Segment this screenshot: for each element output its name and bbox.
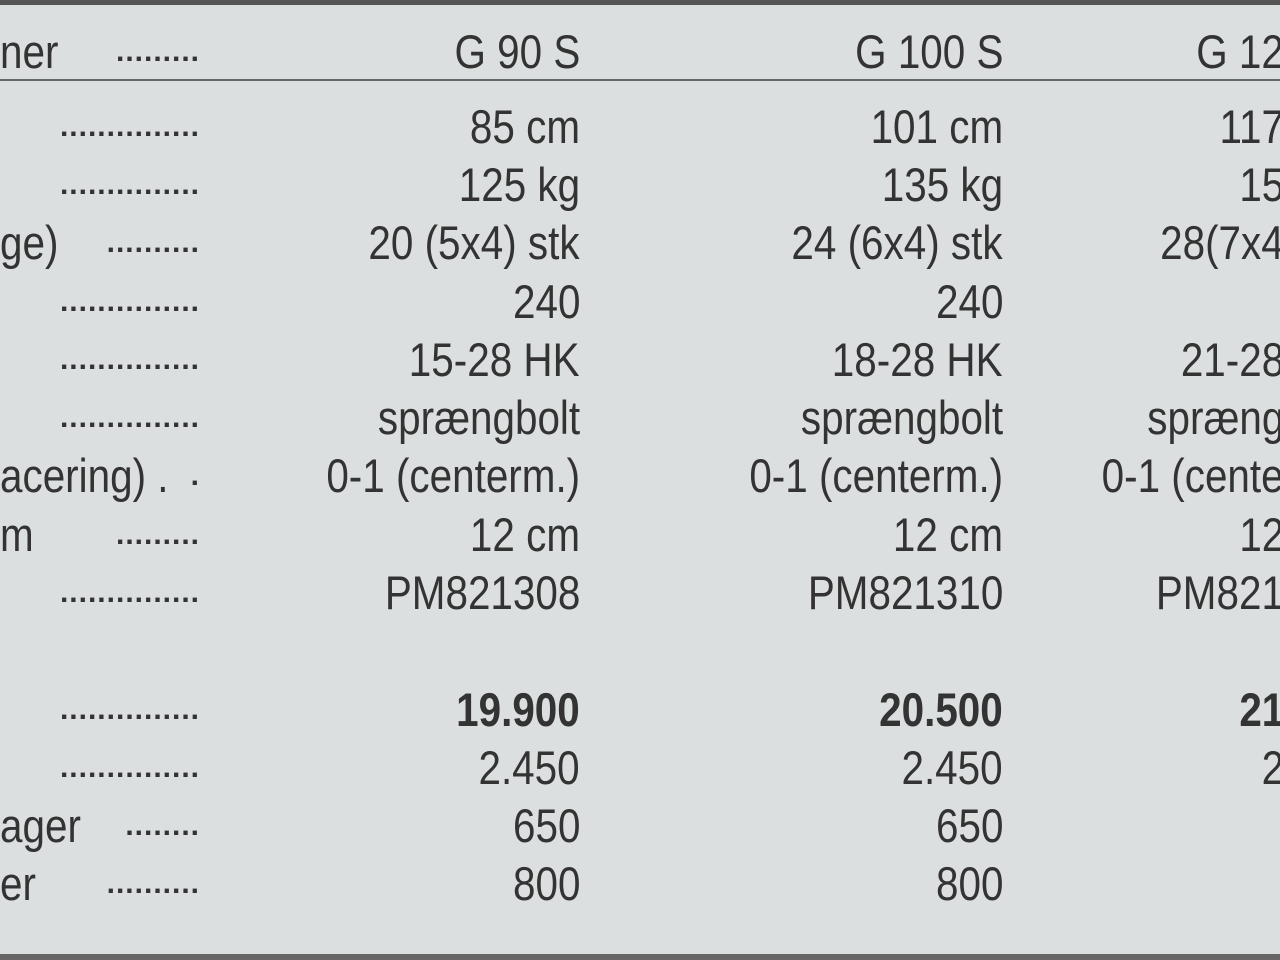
row-value: 20 (5x4) stk — [368, 216, 580, 269]
row-label: ............... — [0, 156, 200, 214]
row-value: spræng — [1146, 391, 1280, 444]
leader-dots: .......... — [106, 867, 200, 900]
row-value: 85 cm — [469, 100, 580, 153]
row-label: ager........ — [0, 797, 200, 855]
row-value: 18-28 HK — [832, 333, 1003, 386]
row-value: 21 — [1239, 683, 1280, 736]
row-label: ............... — [0, 739, 200, 797]
row-value: 2 — [1262, 739, 1280, 797]
table-row: ............... PM821308 PM821310 PM821 — [0, 564, 1280, 622]
leader-dots: ............... — [59, 285, 200, 318]
header-row: ner......... G 90 S G 100 S G 12 — [0, 23, 1280, 81]
row-label: ............... — [0, 331, 200, 389]
top-border — [0, 0, 1280, 5]
row-value: PM821 — [1155, 566, 1280, 619]
row-value: 240 — [935, 275, 1003, 328]
table-row: acering) .. 0-1 (centerm.) 0-1 (centerm.) 0… — [0, 447, 1280, 505]
row-label: ............... — [0, 564, 200, 622]
row-value: 21-28 — [1180, 333, 1280, 386]
leader-dots: ......... — [115, 518, 200, 551]
leader-dots: ............... — [59, 751, 200, 784]
column-header-g12x: G 12 — [1196, 25, 1280, 78]
row-value: 800 — [512, 857, 580, 910]
column-header-g100s: G 100 S — [854, 25, 1003, 78]
table-row: m......... 12 cm 12 cm 12 — [0, 506, 1280, 564]
row-value: 0-1 (centerm.) — [326, 449, 580, 502]
row-value: 12 cm — [469, 508, 580, 561]
row-value: 2.450 — [478, 741, 580, 794]
leader-dots: ............... — [59, 693, 200, 726]
row-label: er.......... — [0, 855, 200, 913]
leader-dots: ............... — [59, 168, 200, 201]
leader-dots: .......... — [106, 226, 200, 259]
table-row: ............... 85 cm 101 cm 117 — [0, 98, 1280, 156]
leader-dots: ............... — [59, 401, 200, 434]
row-label: ............... — [0, 681, 200, 739]
header-divider — [0, 79, 1280, 81]
row-value: 101 cm — [870, 100, 1003, 153]
table-row: ............... 15-28 HK 18-28 HK 21-28 — [0, 331, 1280, 389]
table-row: ............... 2.450 2.450 2 — [0, 739, 1280, 797]
row-value: 125 kg — [458, 158, 580, 211]
row-value: 19.900 — [456, 683, 580, 736]
row-value: 2.450 — [901, 741, 1003, 794]
row-label: acering) .. — [0, 447, 200, 505]
leader-dots: ............... — [59, 110, 200, 143]
row-value: 650 — [512, 799, 580, 852]
table-row: ............... sprængbolt sprængbolt spræn… — [0, 389, 1280, 447]
row-value: 117 — [1219, 100, 1280, 153]
row-value: 135 kg — [881, 158, 1003, 211]
table-row: ............... 19.900 20.500 21 — [0, 681, 1280, 739]
row-value: 15 — [1239, 158, 1280, 211]
row-value: 12 — [1239, 508, 1280, 561]
row-label: m......... — [0, 506, 200, 564]
row-value: 28(7x4 — [1160, 216, 1280, 269]
row-value: 0-1 (cente — [1102, 449, 1280, 502]
row-label: ............... — [0, 389, 200, 447]
table-row: ager........ 650 650 — [0, 797, 1280, 855]
table-row: ge).......... 20 (5x4) stk 24 (6x4) stk 28(… — [0, 214, 1280, 272]
leader-dots: ........ — [125, 809, 200, 842]
row-label: ............... — [0, 273, 200, 331]
row-value: 24 (6x4) stk — [791, 216, 1003, 269]
row-value: 800 — [935, 857, 1003, 910]
leader-dots: ............... — [59, 343, 200, 376]
row-value: 0-1 (centerm.) — [749, 449, 1003, 502]
row-value: PM821310 — [807, 566, 1003, 619]
table-row: er.......... 800 800 — [0, 855, 1280, 913]
row-value: 15-28 HK — [409, 333, 580, 386]
table-row: ............... 240 240 — [0, 273, 1280, 331]
header-label: ner......... — [0, 25, 200, 78]
leader-dots: . — [190, 459, 200, 492]
row-value: 12 cm — [892, 508, 1003, 561]
row-label: ............... — [0, 98, 200, 156]
row-value: sprængbolt — [377, 391, 580, 444]
bottom-border — [0, 954, 1280, 960]
leader-dots: ............... — [59, 576, 200, 609]
row-value: 240 — [512, 275, 580, 328]
row-value: 650 — [935, 799, 1003, 852]
row-value: sprængbolt — [800, 391, 1003, 444]
row-value: PM821308 — [384, 566, 580, 619]
column-header-g90s: G 90 S — [454, 25, 580, 78]
table-row: ............... 125 kg 135 kg 15 — [0, 156, 1280, 214]
row-value: 20.500 — [879, 683, 1003, 736]
row-label: ge).......... — [0, 214, 200, 272]
